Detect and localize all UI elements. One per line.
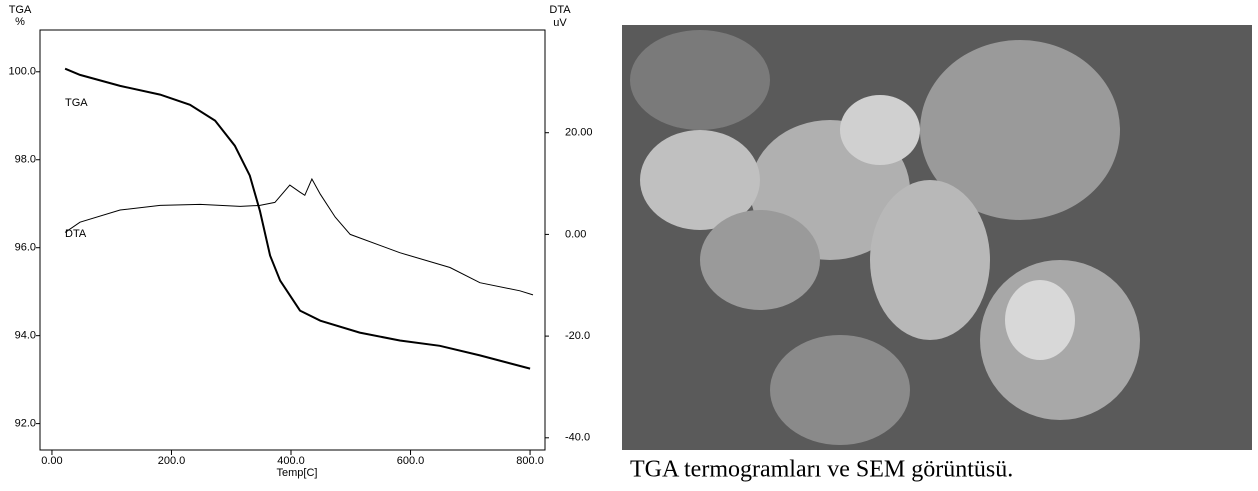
x-tick-label: 600.0 [397,455,425,467]
y-tick-label: 100.0 [8,66,36,78]
y2-axis-unit: uV [553,17,567,29]
sem-image [622,25,1252,450]
caption: TGA termogramları ve SEM görüntüsü. [630,457,1013,483]
y-axis-title: TGA [9,4,32,16]
y-tick-label: 94.0 [15,330,36,342]
y2-tick-label: 0.00 [565,228,586,240]
x-axis-title: Temp[C] [277,467,318,479]
y2-tick-label: 20.00 [565,127,593,139]
x-tick-label: 800.0 [516,455,544,467]
x-tick-label: 0.00 [41,455,62,467]
y-tick-label: 96.0 [15,242,36,254]
y-tick-label: 98.0 [15,154,36,166]
y2-tick-label: -20.0 [565,330,590,342]
series-line [64,67,531,370]
series-label: DTA [65,228,87,240]
y-axis-unit: % [15,16,25,28]
y-tick-label: 92.0 [15,418,36,430]
x-tick-label: 200.0 [158,455,186,467]
x-tick-label: 400.0 [277,455,305,467]
y2-axis-title: DTA [549,4,571,16]
series-label: TGA [65,97,88,109]
series-line [64,177,534,296]
plot-frame [39,29,546,451]
y2-tick-label: -40.0 [565,432,590,444]
